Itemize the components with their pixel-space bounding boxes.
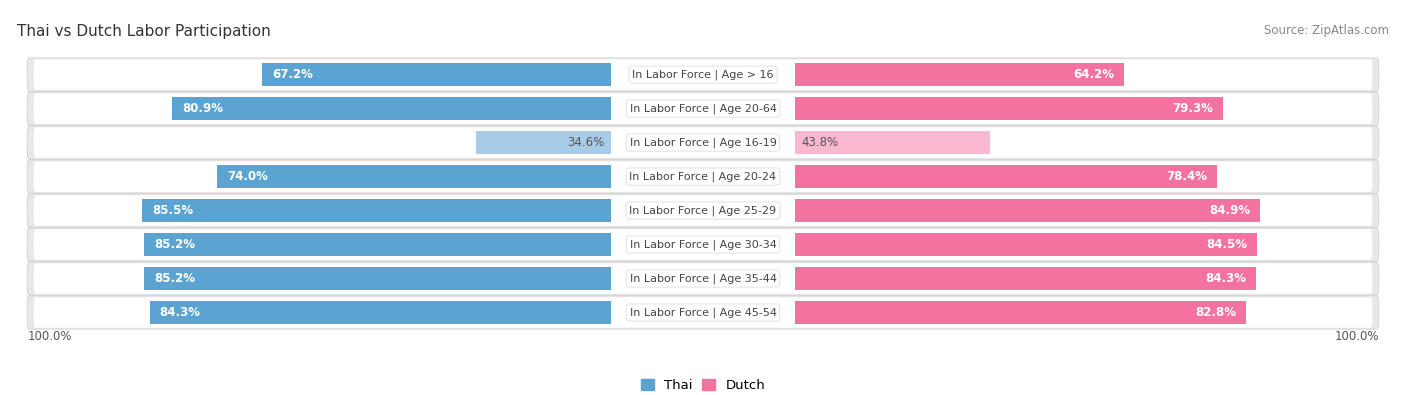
- FancyBboxPatch shape: [34, 297, 1372, 328]
- Bar: [794, 233, 1257, 256]
- FancyBboxPatch shape: [27, 194, 1379, 227]
- Text: 67.2%: 67.2%: [271, 68, 312, 81]
- Text: In Labor Force | Age 35-44: In Labor Force | Age 35-44: [630, 273, 776, 284]
- Text: In Labor Force | Age 20-64: In Labor Force | Age 20-64: [630, 103, 776, 114]
- Bar: [262, 63, 612, 86]
- Text: In Labor Force | Age 16-19: In Labor Force | Age 16-19: [630, 137, 776, 148]
- Text: In Labor Force | Age 20-24: In Labor Force | Age 20-24: [630, 171, 776, 182]
- Text: 34.6%: 34.6%: [568, 136, 605, 149]
- FancyBboxPatch shape: [34, 161, 1372, 192]
- FancyBboxPatch shape: [34, 127, 1372, 158]
- Bar: [150, 301, 612, 324]
- Text: 64.2%: 64.2%: [1073, 68, 1115, 81]
- Text: 100.0%: 100.0%: [1334, 331, 1379, 344]
- Bar: [142, 199, 612, 222]
- Text: 78.4%: 78.4%: [1167, 170, 1208, 183]
- Bar: [794, 301, 1246, 324]
- FancyBboxPatch shape: [27, 296, 1379, 329]
- FancyBboxPatch shape: [34, 263, 1372, 294]
- FancyBboxPatch shape: [27, 58, 1379, 91]
- Bar: [477, 131, 612, 154]
- FancyBboxPatch shape: [34, 195, 1372, 226]
- Text: In Labor Force | Age 45-54: In Labor Force | Age 45-54: [630, 307, 776, 318]
- Text: 84.3%: 84.3%: [160, 306, 201, 319]
- FancyBboxPatch shape: [27, 92, 1379, 125]
- Bar: [794, 199, 1260, 222]
- Text: 84.9%: 84.9%: [1209, 204, 1250, 217]
- Text: 84.3%: 84.3%: [1205, 272, 1246, 285]
- Bar: [143, 267, 612, 290]
- Text: 74.0%: 74.0%: [228, 170, 269, 183]
- Text: 79.3%: 79.3%: [1173, 102, 1213, 115]
- Text: 84.5%: 84.5%: [1206, 238, 1247, 251]
- Bar: [794, 131, 990, 154]
- Text: 82.8%: 82.8%: [1195, 306, 1236, 319]
- FancyBboxPatch shape: [34, 93, 1372, 124]
- Legend: Thai, Dutch: Thai, Dutch: [636, 374, 770, 395]
- Bar: [794, 97, 1223, 120]
- FancyBboxPatch shape: [27, 228, 1379, 261]
- Text: 85.2%: 85.2%: [153, 272, 195, 285]
- Text: Thai vs Dutch Labor Participation: Thai vs Dutch Labor Participation: [17, 24, 270, 39]
- Bar: [794, 63, 1125, 86]
- Text: 43.8%: 43.8%: [801, 136, 838, 149]
- Text: 85.2%: 85.2%: [153, 238, 195, 251]
- Text: In Labor Force | Age 25-29: In Labor Force | Age 25-29: [630, 205, 776, 216]
- FancyBboxPatch shape: [27, 126, 1379, 159]
- Bar: [143, 233, 612, 256]
- FancyBboxPatch shape: [34, 229, 1372, 260]
- FancyBboxPatch shape: [27, 160, 1379, 193]
- Text: In Labor Force | Age 30-34: In Labor Force | Age 30-34: [630, 239, 776, 250]
- FancyBboxPatch shape: [34, 59, 1372, 90]
- Bar: [172, 97, 612, 120]
- Bar: [794, 165, 1218, 188]
- Text: In Labor Force | Age > 16: In Labor Force | Age > 16: [633, 70, 773, 80]
- Bar: [218, 165, 612, 188]
- Text: 100.0%: 100.0%: [27, 331, 72, 344]
- FancyBboxPatch shape: [27, 262, 1379, 295]
- Bar: [794, 267, 1256, 290]
- Text: Source: ZipAtlas.com: Source: ZipAtlas.com: [1264, 24, 1389, 37]
- Text: 80.9%: 80.9%: [181, 102, 224, 115]
- Text: 85.5%: 85.5%: [152, 204, 193, 217]
